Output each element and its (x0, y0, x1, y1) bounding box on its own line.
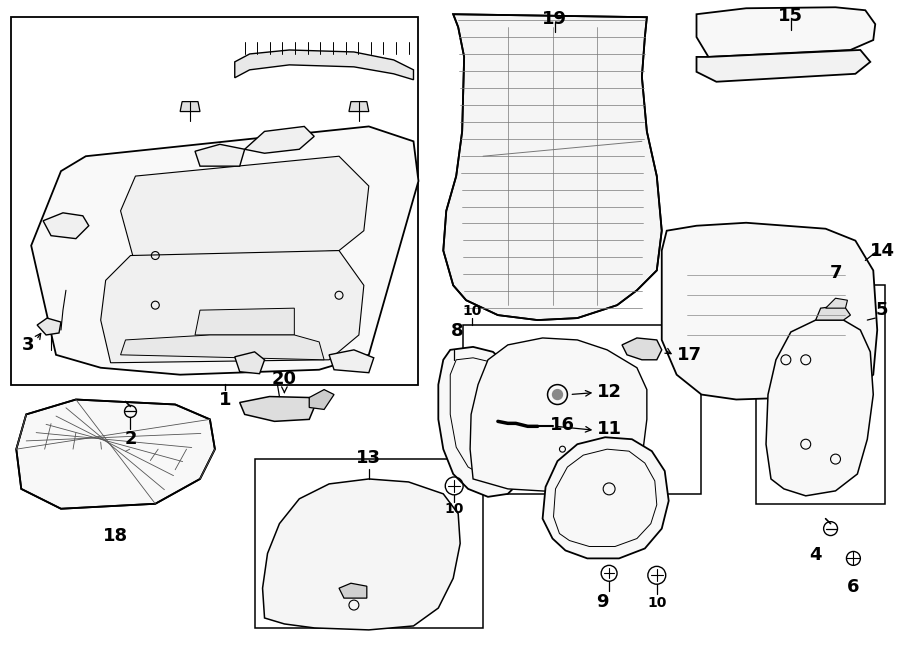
Polygon shape (438, 347, 533, 497)
Bar (746, 360, 768, 377)
Polygon shape (470, 338, 647, 492)
Polygon shape (263, 479, 460, 630)
Polygon shape (121, 156, 369, 266)
Text: 15: 15 (778, 7, 804, 25)
Text: 17: 17 (677, 346, 702, 364)
Polygon shape (16, 399, 215, 509)
Polygon shape (43, 213, 89, 239)
Text: 3: 3 (22, 336, 34, 354)
Bar (848, 360, 862, 379)
Text: 5: 5 (876, 301, 887, 319)
Bar (716, 360, 738, 377)
Bar (255, 459, 483, 628)
Polygon shape (697, 7, 876, 57)
Polygon shape (329, 350, 373, 373)
Text: 11: 11 (598, 420, 622, 438)
Text: 10: 10 (647, 596, 667, 610)
Polygon shape (239, 397, 314, 421)
Polygon shape (235, 50, 413, 80)
Text: 9: 9 (596, 593, 608, 611)
Text: 8: 8 (451, 322, 464, 340)
Polygon shape (121, 335, 324, 360)
Polygon shape (444, 15, 662, 320)
Text: 6: 6 (847, 578, 860, 596)
Bar (756, 286, 886, 504)
Text: 14: 14 (870, 241, 896, 260)
Polygon shape (245, 126, 314, 153)
Circle shape (553, 389, 562, 399)
Polygon shape (195, 308, 294, 335)
Polygon shape (662, 223, 878, 399)
Text: 10: 10 (463, 304, 482, 318)
Text: 19: 19 (542, 11, 567, 28)
Bar (12, 17, 418, 385)
Polygon shape (815, 305, 850, 320)
Bar (464, 325, 701, 494)
Polygon shape (101, 251, 364, 363)
Text: 18: 18 (103, 527, 128, 545)
Text: 1: 1 (219, 391, 231, 408)
Text: 20: 20 (272, 369, 297, 387)
Polygon shape (543, 437, 669, 559)
Text: 7: 7 (829, 264, 842, 282)
Polygon shape (235, 352, 265, 373)
Polygon shape (37, 318, 61, 335)
Text: 16: 16 (550, 416, 575, 434)
Text: 12: 12 (598, 383, 622, 401)
Polygon shape (339, 583, 367, 598)
Polygon shape (349, 102, 369, 112)
Polygon shape (32, 126, 419, 375)
Text: 13: 13 (356, 449, 382, 467)
Polygon shape (622, 338, 662, 360)
Polygon shape (180, 102, 200, 112)
Text: 4: 4 (809, 547, 822, 564)
Polygon shape (825, 298, 848, 308)
Polygon shape (310, 389, 334, 409)
Polygon shape (766, 320, 873, 496)
Polygon shape (195, 144, 245, 166)
Text: 10: 10 (445, 502, 464, 516)
Polygon shape (697, 50, 870, 82)
Text: 2: 2 (124, 430, 137, 448)
